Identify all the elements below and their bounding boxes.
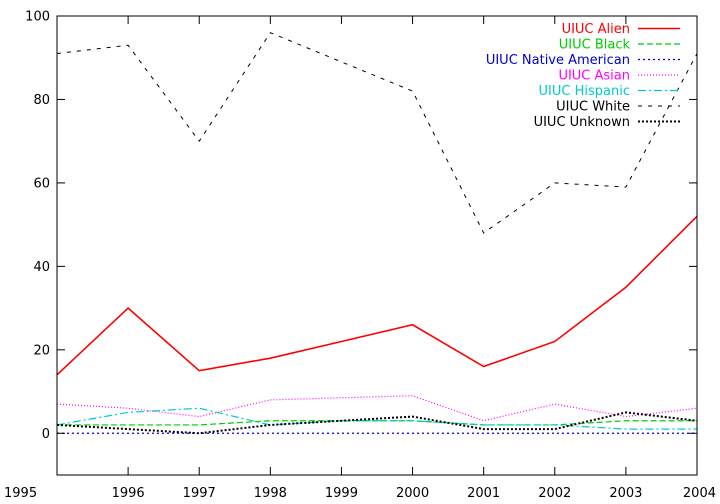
legend-label-6: UIUC Unknown	[534, 115, 630, 130]
legend-label-4: UIUC Hispanic	[539, 84, 630, 99]
legend-label-2: UIUC Native American	[486, 53, 630, 68]
series-lines	[56, 32, 698, 435]
y-tick-label-0: 0	[42, 427, 50, 442]
y-axis-tick-labels: 0 20 40 60 80 100	[25, 10, 50, 442]
series-line-6	[56, 411, 698, 435]
series-line-5	[56, 32, 698, 234]
x-tick-label-7: 2002	[538, 486, 571, 501]
legend-label-0: UIUC Alien	[562, 22, 630, 37]
y-tick-label-3: 60	[33, 176, 50, 191]
legend-label-1: UIUC Black	[559, 38, 631, 53]
x-tick-label-0: 1995	[4, 486, 37, 501]
series-line-1	[57, 420, 697, 426]
y-tick-label-2: 40	[33, 260, 50, 275]
legend-label-3: UIUC Asian	[558, 69, 630, 84]
x-axis-tick-labels: 1995 1996 1997 1998 1999 2000 2001 2002 2003 2004	[4, 486, 716, 501]
y-tick-label-4: 80	[33, 93, 50, 108]
x-tick-label-2: 1997	[183, 486, 216, 501]
axis-ticks	[56, 15, 698, 475]
x-tick-label-5: 2000	[396, 486, 429, 501]
series-line-0	[56, 215, 698, 376]
x-tick-label-8: 2003	[609, 486, 642, 501]
x-tick-label-6: 2001	[467, 486, 500, 501]
x-tick-label-3: 1998	[254, 486, 287, 501]
y-tick-label-1: 20	[33, 343, 50, 358]
x-tick-label-4: 1999	[325, 486, 358, 501]
y-tick-label-5: 100	[25, 10, 50, 25]
legend-label-5: UIUC White	[556, 100, 630, 115]
series-line-4	[56, 407, 697, 430]
x-tick-label-1: 1996	[112, 486, 145, 501]
x-tick-label-9: 2004	[683, 486, 716, 501]
plot-frame	[56, 15, 698, 476]
series-line-3	[56, 395, 698, 422]
